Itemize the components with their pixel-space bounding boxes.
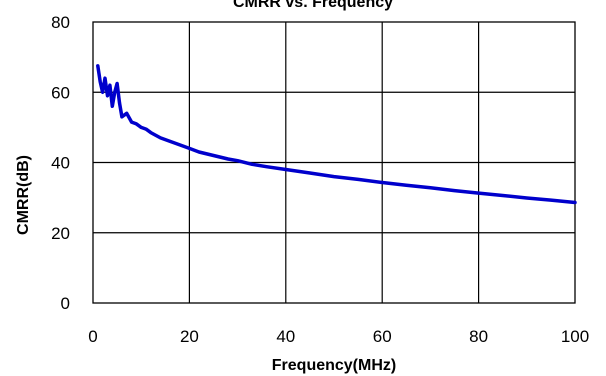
x-tick-label: 100 [561,327,589,346]
grid [93,22,575,303]
x-tick-label: 20 [180,327,199,346]
chart-title: CMRR vs. Frequency [233,0,393,11]
y-tick-labels: 0 20 40 60 80 [51,13,70,313]
y-tick-label: 40 [51,154,70,173]
y-tick-label: 20 [51,224,70,243]
x-tick-label: 60 [373,327,392,346]
y-axis-label: CMRR(dB) [15,155,32,235]
x-tick-label: 40 [276,327,295,346]
y-tick-label: 60 [51,83,70,102]
y-tick-label: 0 [61,294,70,313]
x-tick-label: 80 [469,327,488,346]
x-axis-label: Frequency(MHz) [272,357,396,374]
x-tick-label: 0 [88,327,97,346]
cmrr-series-line [96,64,577,205]
x-tick-labels: 0 20 40 60 80 100 [88,327,589,346]
y-tick-label: 80 [51,13,70,32]
plot-border [92,21,576,304]
